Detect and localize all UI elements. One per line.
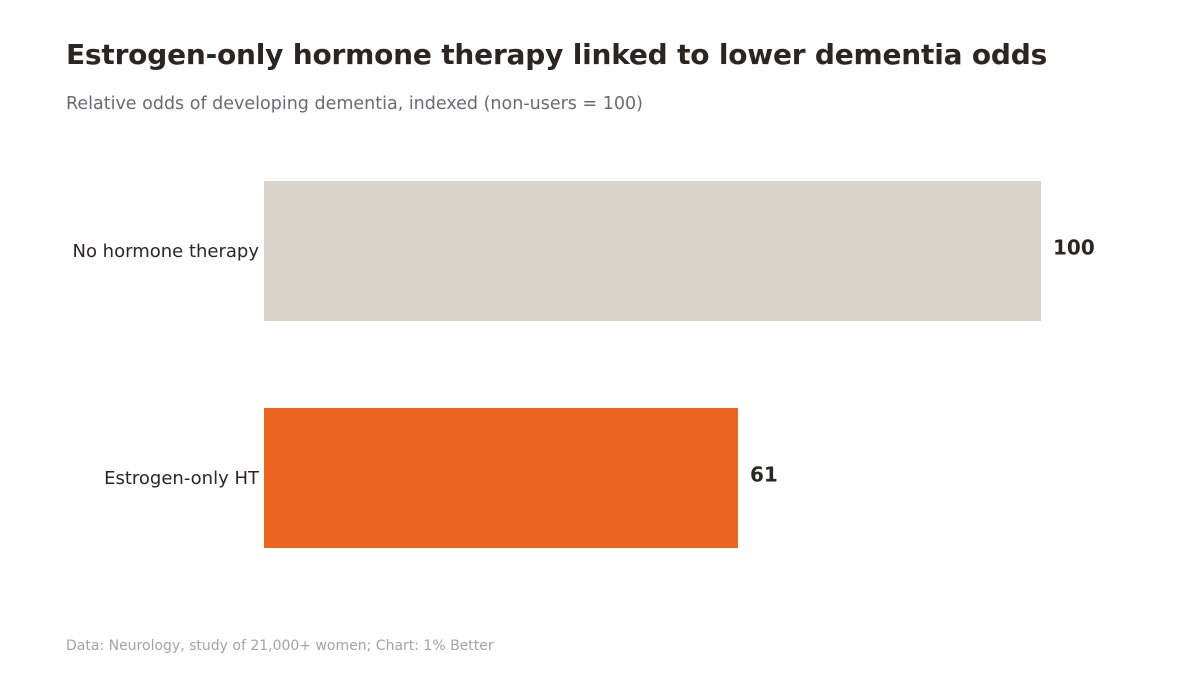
bar-estrogen-only-ht bbox=[264, 408, 738, 548]
value-label: 61 bbox=[750, 463, 778, 487]
source-note: Data: Neurology, study of 21,000+ women;… bbox=[66, 638, 494, 654]
category-label: No hormone therapy bbox=[72, 241, 259, 262]
chart-subtitle: Relative odds of developing dementia, in… bbox=[66, 94, 643, 114]
chart-title: Estrogen-only hormone therapy linked to … bbox=[66, 38, 1048, 71]
category-label: Estrogen-only HT bbox=[104, 468, 260, 489]
bar-no-hormone-therapy bbox=[264, 181, 1041, 321]
value-label: 100 bbox=[1053, 236, 1095, 260]
